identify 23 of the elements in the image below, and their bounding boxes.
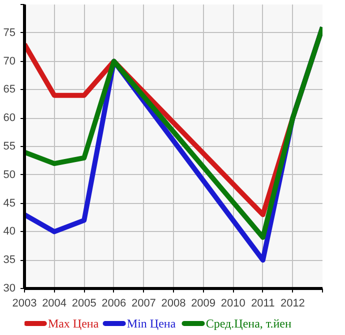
x-tick-label: 2010 [220,298,246,310]
y-tick-label: 50 [3,168,16,181]
x-tick-label: 2009 [191,298,216,310]
y-tick-label: 35 [3,254,16,266]
legend-label: Max Цена [48,316,100,330]
y-tick-label: 65 [3,84,16,96]
y-tick-label: 55 [3,140,16,152]
x-tick-label: 2005 [72,298,96,310]
y-tick-label: 75 [3,26,16,39]
x-tick-label: 2008 [161,298,186,310]
x-tick-label: 2011 [251,298,275,310]
y-tick-label: 70 [3,55,16,68]
x-tick-label: 2003 [12,298,37,310]
y-tick-label: 45 [3,197,16,210]
x-tick-label: 2004 [42,298,67,310]
y-tick-label: 40 [3,226,16,238]
legend-label: Min Цена [126,316,176,330]
legend-label: Сред.Цена, т.йен [206,316,292,330]
x-tick-label: 2006 [102,298,126,310]
x-tick-label: 2007 [131,298,156,310]
y-tick-label: 30 [3,282,16,294]
x-tick-label: 2012 [280,298,305,310]
y-tick-label: 60 [3,112,16,124]
